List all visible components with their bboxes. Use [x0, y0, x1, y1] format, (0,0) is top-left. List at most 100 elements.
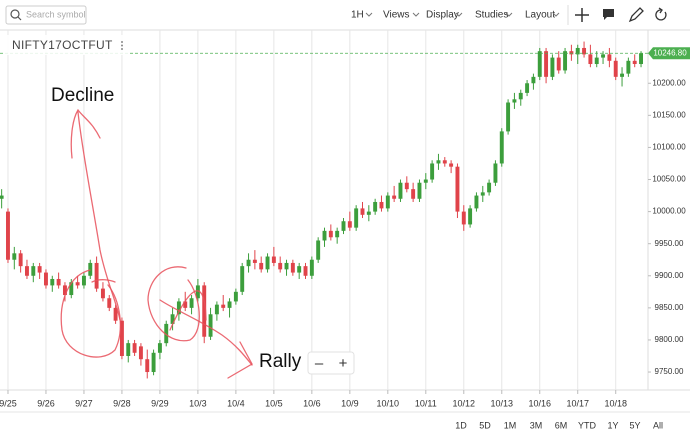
y-tick-label: 9950.00: [655, 239, 684, 248]
y-tick-label: 9900.00: [655, 271, 684, 280]
candle-body: [379, 201, 384, 209]
x-tick-label: 10/13: [490, 398, 513, 408]
search-icon: [10, 9, 20, 19]
y-tick-label: 9800.00: [655, 335, 684, 344]
range-button[interactable]: 6M: [555, 420, 568, 430]
candle-body: [252, 259, 257, 263]
range-button[interactable]: 3M: [530, 420, 543, 430]
x-tick-label: 10/17: [566, 398, 589, 408]
x-tick-label: 10/9: [341, 398, 359, 408]
candle-body: [626, 60, 631, 74]
candle-body: [499, 131, 504, 164]
candle-body: [81, 275, 86, 286]
zoom-out-button[interactable]: –: [315, 355, 324, 372]
candle-body: [278, 262, 283, 270]
x-tick-label: 10/18: [604, 398, 627, 408]
candle-body: [214, 304, 219, 315]
range-buttons: 1D 5D 1M 3M 6M YTD 1Y 5Y All: [455, 420, 663, 430]
candle-body: [639, 53, 643, 65]
views-menu[interactable]: Views: [383, 10, 410, 21]
candle-body: [157, 343, 162, 353]
candle-body: [506, 102, 511, 132]
candle-body: [138, 346, 143, 360]
candle-body: [531, 76, 536, 84]
candle-body: [0, 195, 4, 199]
candle-body: [442, 160, 447, 164]
candle-body: [569, 51, 574, 55]
candle-body: [31, 266, 36, 276]
search-box[interactable]: [5, 5, 87, 25]
x-tick-label: 9/27: [75, 398, 93, 408]
candle-body: [233, 291, 238, 302]
comment-button[interactable]: [603, 9, 614, 20]
candle-body: [284, 262, 289, 270]
symbol-label: NIFTY17OCTFUT: [12, 38, 113, 52]
hand-annotations: [60, 108, 253, 379]
x-tick-label: 9/28: [113, 398, 131, 408]
search-placeholder: Search symbol: [26, 9, 86, 19]
crosshair-button[interactable]: [575, 8, 589, 22]
candle-body: [151, 352, 156, 373]
candle-body: [297, 266, 302, 273]
candles: 10246.80: [0, 41, 690, 379]
candle-body: [208, 314, 213, 337]
zoom-control: [307, 351, 355, 375]
candle-body: [582, 47, 587, 55]
x-tick-label: 9/26: [37, 398, 55, 408]
candle-body: [620, 73, 625, 77]
y-tick-label: 10150.00: [652, 110, 686, 119]
draw-button[interactable]: [628, 7, 644, 23]
range-button[interactable]: 1D: [455, 420, 467, 430]
candle-body: [512, 99, 517, 103]
candle-body: [601, 54, 606, 58]
range-button[interactable]: 5Y: [629, 420, 640, 430]
x-tick-label: 10/4: [227, 398, 245, 408]
last-price-tag: [648, 47, 690, 60]
candle-body: [632, 60, 637, 65]
x-tick-label: 10/16: [528, 398, 551, 408]
layout-menu[interactable]: Layout: [525, 10, 555, 21]
studies-menu[interactable]: Studies: [475, 10, 508, 21]
range-button[interactable]: 5D: [479, 420, 491, 430]
range-button[interactable]: 1Y: [607, 420, 618, 430]
candle-body: [594, 57, 599, 65]
x-tick-label: 10/12: [453, 398, 476, 408]
candle-body: [18, 253, 23, 267]
candle-body: [449, 163, 454, 167]
x-tick-label: 10/3: [189, 398, 207, 408]
candle-body: [347, 221, 352, 228]
candle-body: [12, 253, 17, 260]
candle-body: [335, 230, 340, 238]
display-menu[interactable]: Display: [426, 10, 459, 21]
range-button[interactable]: YTD: [578, 420, 597, 430]
reset-button[interactable]: [655, 7, 667, 21]
zoom-in-button[interactable]: +: [339, 355, 348, 372]
candle-body: [474, 195, 479, 209]
candle-body: [436, 160, 441, 164]
candle-body: [537, 51, 542, 77]
candle-body: [341, 221, 346, 231]
x-tick-label: 10/10: [377, 398, 400, 408]
rally-annotation: Rally: [259, 351, 302, 372]
candle-body: [265, 256, 270, 270]
y-tick-label: 10050.00: [652, 175, 686, 184]
range-button[interactable]: 1M: [504, 420, 517, 430]
candle-body: [259, 262, 264, 270]
interval-menu[interactable]: 1H: [351, 10, 364, 21]
candle-body: [430, 163, 435, 180]
candle-body: [50, 278, 55, 286]
candle-body: [170, 314, 175, 324]
range-button[interactable]: All: [653, 420, 663, 430]
candle-body: [69, 282, 74, 296]
candle-body: [62, 285, 67, 296]
symbol-menu-dots[interactable]: [121, 41, 123, 50]
candle-body: [392, 195, 397, 199]
candle-body: [493, 163, 498, 183]
candle-body: [411, 189, 416, 199]
candle-body: [322, 230, 327, 241]
candle-body: [37, 266, 42, 273]
candle-body: [525, 83, 530, 93]
candle-body: [303, 266, 308, 276]
candle-body: [94, 262, 99, 289]
